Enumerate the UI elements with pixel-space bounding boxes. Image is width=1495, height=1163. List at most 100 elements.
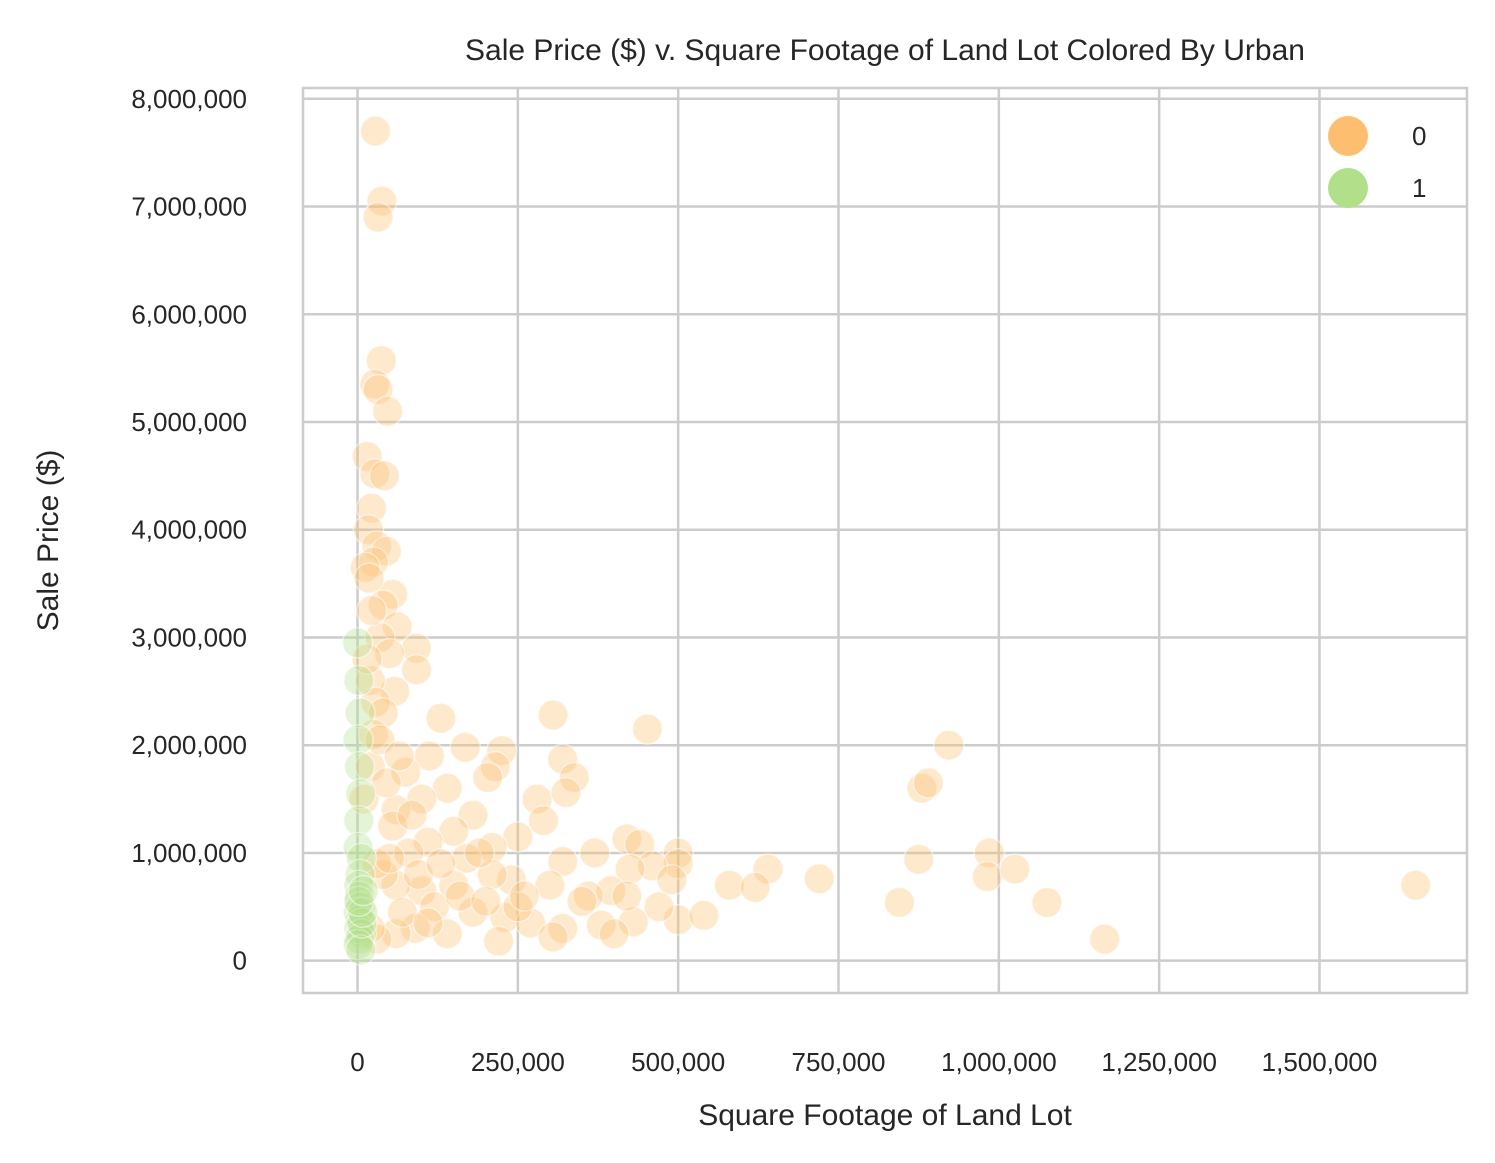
point-series-0 bbox=[883, 886, 916, 919]
point-series-0 bbox=[508, 880, 541, 912]
point-series-0 bbox=[348, 783, 380, 815]
x-tick-label: 750,000 bbox=[792, 1047, 886, 1077]
y-tick-label: 0 bbox=[233, 946, 247, 976]
point-series-0 bbox=[352, 513, 385, 546]
point-series-1 bbox=[344, 777, 377, 810]
point-series-0 bbox=[527, 804, 560, 837]
point-series-1 bbox=[343, 664, 375, 697]
y-tick-label: 1,000,000 bbox=[131, 838, 247, 868]
point-series-0 bbox=[377, 810, 409, 842]
y-axis-label: Sale Price ($) bbox=[32, 450, 65, 632]
point-series-0 bbox=[450, 842, 483, 875]
point-series-1 bbox=[343, 804, 375, 837]
point-series-0 bbox=[656, 864, 688, 896]
x-tick-label: 500,000 bbox=[631, 1047, 725, 1077]
point-series-0 bbox=[566, 885, 598, 918]
point-series-0 bbox=[351, 643, 383, 675]
point-series-0 bbox=[482, 925, 515, 958]
point-series-0 bbox=[912, 767, 945, 799]
x-tick-label: 250,000 bbox=[471, 1047, 565, 1077]
point-series-0 bbox=[598, 917, 630, 950]
legend-marker-0 bbox=[1328, 116, 1368, 156]
plot-frame bbox=[301, 86, 1469, 995]
y-tick-label: 3,000,000 bbox=[131, 622, 247, 652]
y-tick-labels: 0 1,000,000 2,000,000 3,000,000 4,000,000 5,0… bbox=[131, 84, 247, 976]
point-series-0 bbox=[933, 729, 965, 761]
point-series-0 bbox=[537, 921, 569, 953]
x-tick-labels: 0 250,000 500,000 750,000 1,000,000 1,250,000… bbox=[350, 1047, 1377, 1077]
y-tick-label: 7,000,000 bbox=[131, 192, 247, 222]
point-series-0 bbox=[973, 837, 1005, 869]
point-series-0 bbox=[393, 837, 425, 869]
point-series-0 bbox=[359, 457, 391, 490]
point-series-0 bbox=[1031, 886, 1063, 919]
point-series-0 bbox=[572, 880, 605, 912]
point-series-0 bbox=[631, 713, 664, 745]
point-series-0 bbox=[371, 395, 404, 427]
point-series-0 bbox=[405, 874, 438, 907]
legend-label-0: 0 bbox=[1412, 121, 1426, 151]
point-series-1 bbox=[341, 627, 374, 659]
y-tick-label: 2,000,000 bbox=[131, 730, 247, 760]
point-series-0 bbox=[662, 837, 694, 869]
point-series-0 bbox=[362, 201, 394, 234]
point-series-0 bbox=[370, 535, 403, 568]
point-series-0 bbox=[457, 896, 489, 928]
point-series-0 bbox=[367, 697, 399, 729]
point-series-0 bbox=[400, 632, 433, 664]
point-series-0 bbox=[906, 772, 938, 805]
point-series-0 bbox=[550, 776, 582, 809]
point-series-0 bbox=[396, 799, 428, 831]
chart-title: Sale Price ($) v. Square Footage of Land… bbox=[465, 34, 1305, 67]
point-series-0 bbox=[662, 903, 694, 936]
x-tick-label: 0 bbox=[350, 1047, 364, 1077]
point-series-0 bbox=[359, 115, 392, 147]
point-series-0 bbox=[611, 880, 643, 912]
x-tick-label: 1,000,000 bbox=[941, 1047, 1057, 1077]
point-series-0 bbox=[359, 368, 391, 401]
point-series-1 bbox=[344, 934, 377, 966]
point-series-0 bbox=[400, 654, 433, 686]
point-series-0 bbox=[380, 917, 412, 950]
point-series-0 bbox=[470, 885, 502, 918]
point-series-0 bbox=[431, 917, 464, 950]
point-series-0 bbox=[368, 460, 401, 492]
point-series-0 bbox=[971, 860, 1004, 893]
point-series-0 bbox=[752, 853, 784, 885]
point-series-0 bbox=[471, 761, 504, 794]
x-axis-label: Square Footage of Land Lot bbox=[698, 1099, 1072, 1132]
point-series-0 bbox=[425, 702, 457, 735]
point-series-0 bbox=[579, 837, 611, 869]
y-tick-label: 6,000,000 bbox=[131, 299, 247, 329]
point-series-0 bbox=[362, 373, 394, 406]
point-series-0 bbox=[803, 863, 836, 895]
point-series-1 bbox=[343, 751, 376, 783]
point-series-0 bbox=[444, 880, 476, 912]
point-series-0 bbox=[486, 734, 518, 767]
point-series-1 bbox=[347, 874, 380, 907]
point-series-0 bbox=[662, 847, 694, 880]
legend-label-1: 1 bbox=[1412, 173, 1426, 203]
grid bbox=[303, 88, 1467, 993]
point-series-0 bbox=[614, 853, 646, 885]
point-series-0 bbox=[1088, 923, 1121, 955]
y-tick-label: 5,000,000 bbox=[131, 407, 247, 437]
point-series-0 bbox=[389, 756, 422, 788]
point-series-0 bbox=[902, 843, 935, 876]
point-series-0 bbox=[399, 912, 431, 945]
point-series-0 bbox=[546, 912, 579, 945]
point-series-0 bbox=[373, 842, 406, 875]
point-series-0 bbox=[495, 864, 528, 896]
point-series-0 bbox=[463, 837, 496, 869]
point-series-0 bbox=[688, 899, 720, 932]
point-series-0 bbox=[643, 891, 675, 923]
point-series-0 bbox=[537, 699, 569, 731]
point-series-1 bbox=[342, 831, 374, 864]
legend: 01 bbox=[1328, 116, 1426, 208]
y-tick-label: 8,000,000 bbox=[131, 84, 247, 114]
point-series-0 bbox=[412, 907, 444, 939]
point-series-0 bbox=[383, 740, 415, 772]
x-tick-label: 1,500,000 bbox=[1262, 1047, 1378, 1077]
point-series-0 bbox=[739, 871, 771, 904]
point-series-0 bbox=[558, 761, 591, 794]
